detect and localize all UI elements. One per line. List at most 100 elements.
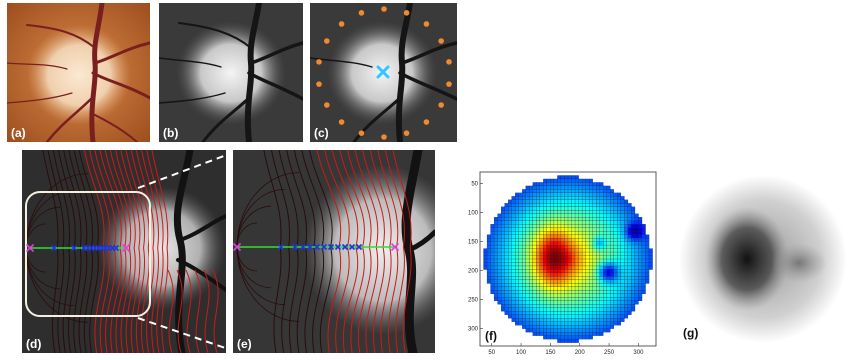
heatmap-cell [543,255,548,260]
heatmap-cell [581,293,586,298]
heatmap-cell [574,335,579,340]
heatmap-cell [592,227,597,232]
heatmap-cell [567,293,572,298]
heatmap-cell [504,269,509,274]
heatmap-cell [543,279,548,284]
heatmap-cell [606,262,611,267]
heatmap-cell [627,231,632,235]
heatmap-cell [606,224,611,228]
panel-c-label: (c) [314,126,329,140]
heatmap-cell [553,269,558,274]
heatmap-cell [564,338,569,343]
heatmap-cell [603,248,607,253]
heatmap-cell [588,217,593,221]
heatmap-cell [610,192,614,197]
heatmap-cell [529,293,534,298]
heatmap-cell [546,189,551,194]
heatmap-cell [500,307,505,312]
heatmap-cell [511,311,516,315]
heatmap-cell [603,314,607,319]
heatmap-cell [585,276,590,281]
scan-point [327,243,335,251]
heatmap-cell [603,311,607,315]
heatmap-cell [588,213,593,218]
heatmap-cell [596,244,600,249]
heatmap-cell [581,304,586,308]
heatmap-cell [536,297,541,301]
heatmap-cell [508,213,512,218]
heatmap-cell [585,293,590,298]
scan-point [341,243,349,251]
heatmap-cell [620,300,625,305]
heatmap-cell [543,251,548,256]
heatmap-cell [567,290,572,295]
heatmap-cell [624,293,629,298]
heatmap-cell [634,217,639,221]
heatmap-cell [497,237,502,242]
heatmap-cell [536,307,541,312]
heatmap-cell [553,248,558,253]
heatmap-cell [610,234,614,239]
heatmap-cell [483,251,488,256]
heatmap-cell [588,182,593,187]
y-tick-label: 150 [468,240,479,246]
heatmap-cell [606,206,611,211]
heatmap-cell [581,206,586,211]
heatmap-cell [536,185,541,190]
heatmap-cell [627,217,632,221]
heatmap-cell [631,290,636,295]
heatmap-cell [638,241,643,246]
heatmap-cell [543,314,548,319]
endpoint-mark [25,243,35,253]
heatmap-cell [634,248,639,253]
heatmap-cell [588,199,593,204]
heatmap-cell [620,217,625,221]
heatmap-cell [532,276,537,281]
heatmap-cell [518,311,523,315]
heatmap-cell [560,335,565,340]
heatmap-cell [493,241,498,246]
heatmap-cell [536,304,541,308]
scan-point [291,243,299,251]
heatmap-cell [557,265,562,270]
heatmap-cell [532,192,537,197]
heatmap-cell [529,255,534,260]
heatmap-cell [543,185,548,190]
scan-points [25,243,131,253]
heatmap-cell [603,290,607,295]
heatmap-cell [508,314,512,319]
heatmap-cell [581,262,586,267]
heatmap-cell [599,321,604,326]
heatmap-cell [631,300,636,305]
heatmap-cell [596,269,600,274]
heatmap-cell [641,231,646,235]
heatmap-cell [624,244,629,249]
heatmap-cell [606,210,611,214]
panel-e-label: (e) [237,337,252,351]
heatmap-cell [571,279,576,284]
heatmap-cell [557,293,562,298]
heatmap-cell [546,283,551,288]
heatmap-cell [627,251,632,256]
heatmap-cell [539,328,544,333]
heatmap-cell [571,251,576,256]
heatmap-cell [613,203,618,208]
heatmap-cell [515,297,519,301]
heatmap-cell [620,251,625,256]
heatmap-cell [606,304,611,308]
heatmap-cell [557,338,562,343]
heatmap-cell [617,304,622,308]
boundary-dot [446,81,452,87]
heatmap-cell [578,265,583,270]
heatmap-cell [518,283,523,288]
heatmap-cell [610,220,614,225]
heatmap-cell [624,234,629,239]
heatmap-cell [504,307,509,312]
heatmap-cell [508,265,512,270]
heatmap-cell [511,307,516,312]
heatmap-cell [599,307,604,312]
heatmap-cell [567,241,572,246]
heatmap-cell [631,244,636,249]
heatmap-cell [560,276,565,281]
heatmap-cell [550,269,555,274]
